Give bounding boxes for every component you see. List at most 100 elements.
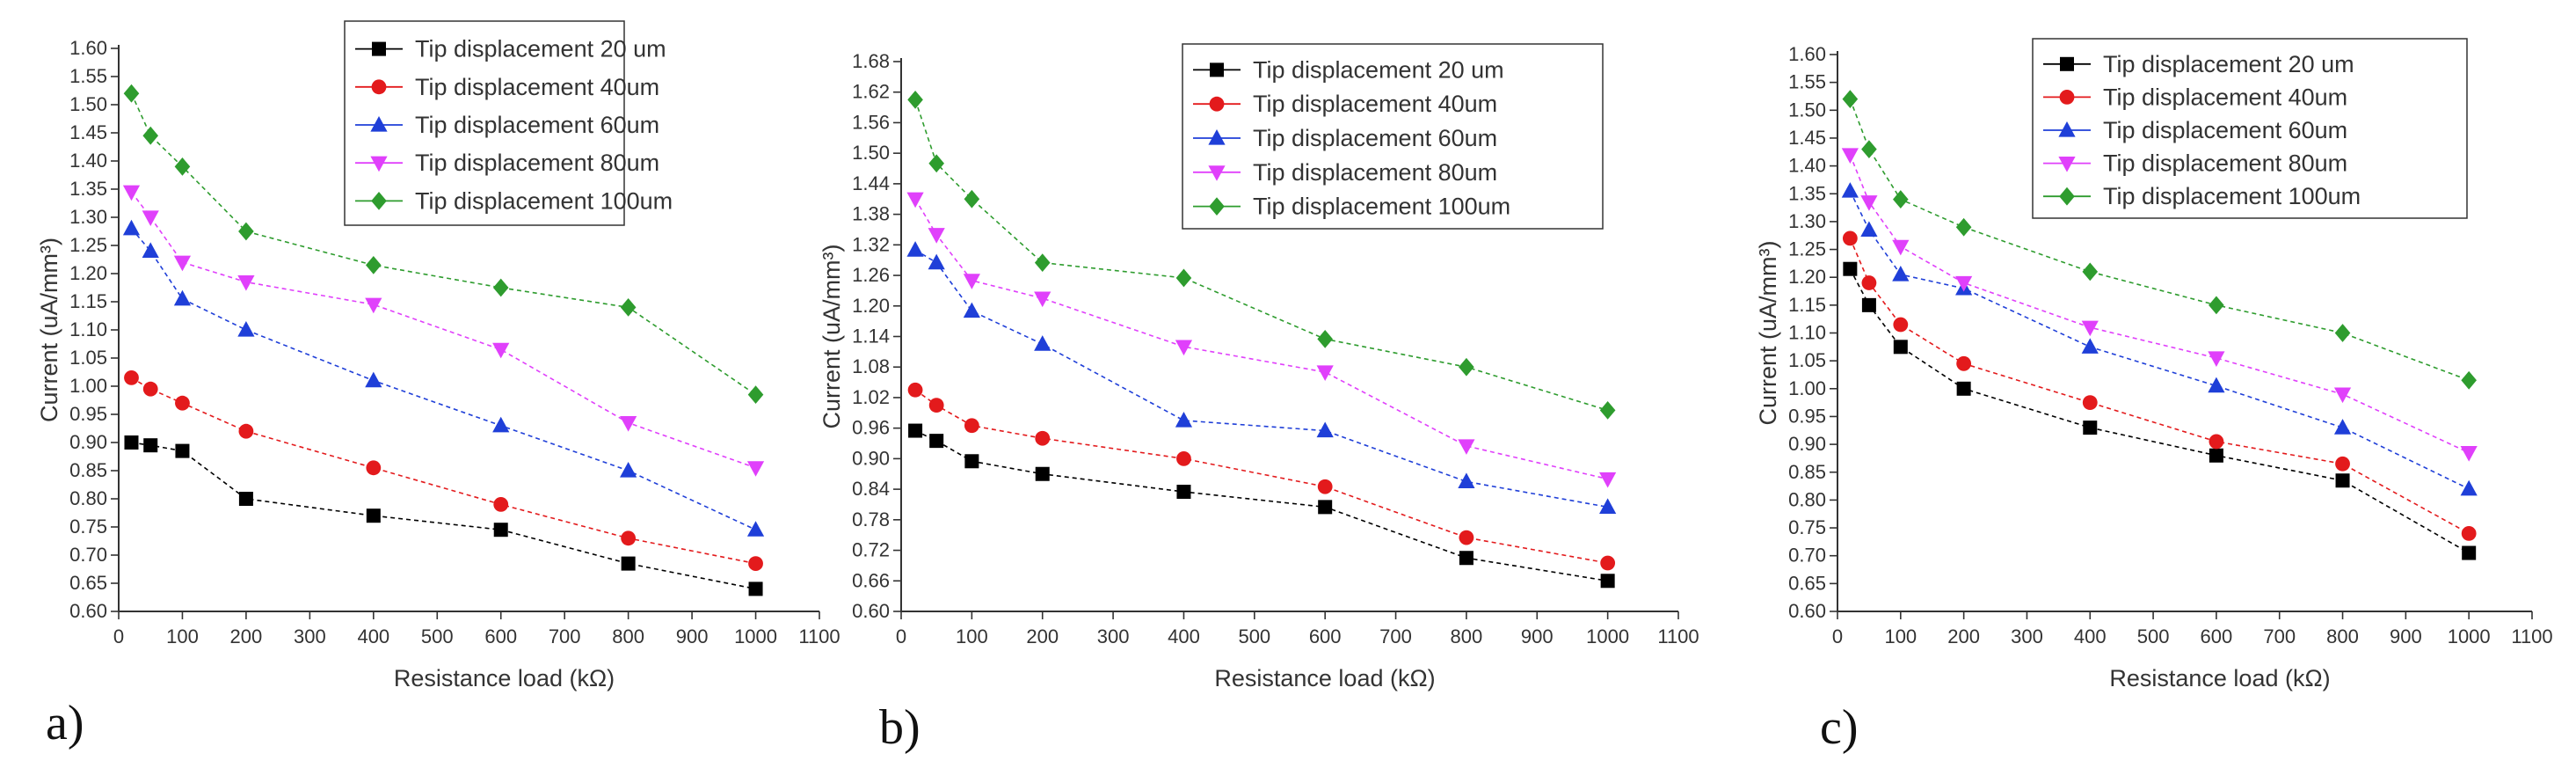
data-point <box>1955 275 1973 292</box>
x-tick-label: 100 <box>956 625 988 647</box>
x-tick-label: 800 <box>612 625 644 647</box>
data-point <box>2208 377 2225 393</box>
data-point <box>620 298 637 317</box>
x-tick-label: 900 <box>1521 625 1554 647</box>
x-tick-label: 300 <box>1097 625 1130 647</box>
y-tick-label: 1.08 <box>852 355 890 377</box>
x-tick-label: 1000 <box>2448 625 2491 647</box>
y-tick-label: 1.20 <box>852 295 890 317</box>
legend-swatch-marker <box>2058 121 2076 137</box>
data-point <box>1035 466 1050 481</box>
x-tick-label: 0 <box>1832 625 1843 647</box>
panel-label: a) <box>46 696 84 750</box>
data-point <box>964 189 980 208</box>
data-point <box>122 219 141 236</box>
data-point <box>748 556 763 571</box>
y-tick-label: 0.84 <box>852 478 890 500</box>
y-tick-label: 1.50 <box>1788 99 1826 121</box>
data-point <box>2333 387 2352 404</box>
legend-swatch-marker <box>2059 90 2075 105</box>
legend-label: Tip displacement 20 um <box>1253 56 1504 83</box>
y-tick-label: 1.45 <box>69 121 107 143</box>
data-point <box>2083 421 2098 435</box>
data-point <box>746 461 765 477</box>
x-tick-label: 600 <box>484 625 517 647</box>
panel-label: c) <box>1820 700 1859 755</box>
y-tick-label: 1.10 <box>1788 322 1826 344</box>
x-axis-title: Resistance load (kΩ) <box>2109 665 2330 691</box>
data-point <box>1599 498 1617 514</box>
y-tick-label: 1.45 <box>1788 127 1826 149</box>
data-point <box>2081 320 2099 337</box>
data-point <box>173 289 192 306</box>
y-tick-label: 1.25 <box>69 234 107 256</box>
legend-swatch-marker <box>1210 62 1224 77</box>
x-tick-label: 600 <box>2201 625 2233 647</box>
y-tick-label: 1.32 <box>852 233 890 255</box>
data-point <box>2461 370 2477 390</box>
data-point <box>1459 551 1474 566</box>
series-line <box>914 99 1608 412</box>
legend-label: Tip displacement 100um <box>415 187 673 214</box>
data-point <box>142 210 159 226</box>
data-point <box>365 371 382 388</box>
data-point <box>1956 355 1972 371</box>
legend-label: Tip displacement 100um <box>2103 183 2361 209</box>
data-point <box>620 462 637 478</box>
data-point <box>2334 324 2351 342</box>
series-line <box>130 228 756 530</box>
legend-label: Tip displacement 80um <box>2103 150 2347 177</box>
y-tick-label: 1.56 <box>852 111 890 133</box>
data-point <box>2335 456 2350 472</box>
y-tick-label: 0.65 <box>1788 572 1826 594</box>
legend-swatch-marker <box>2060 56 2074 71</box>
y-tick-label: 0.60 <box>852 600 890 622</box>
y-tick-label: 0.90 <box>1788 433 1826 455</box>
data-point <box>2461 525 2477 541</box>
data-point <box>1892 266 1910 282</box>
data-point <box>1861 275 1877 290</box>
y-tick-label: 1.25 <box>1788 238 1826 260</box>
y-tick-label: 1.20 <box>1788 266 1826 288</box>
series-line <box>1849 190 2470 490</box>
y-tick-label: 1.60 <box>69 37 107 59</box>
y-tick-label: 0.90 <box>852 447 890 469</box>
legend-swatch-marker <box>371 192 387 210</box>
x-tick-label: 500 <box>2137 625 2170 647</box>
data-point <box>928 398 944 413</box>
legend-label: Tip displacement 20 um <box>415 36 666 62</box>
data-point <box>366 460 382 476</box>
data-point <box>1458 472 1475 489</box>
data-point <box>238 492 253 506</box>
y-tick-label: 1.10 <box>69 318 107 340</box>
x-tick-label: 100 <box>166 625 199 647</box>
data-point <box>1956 381 1971 396</box>
legend-swatch-marker <box>1209 96 1225 112</box>
legend-label: Tip displacement 40um <box>2103 84 2347 110</box>
data-point <box>1459 357 1474 377</box>
y-tick-label: 1.00 <box>69 375 107 397</box>
x-tick-label: 400 <box>2074 625 2107 647</box>
y-tick-label: 1.40 <box>1788 155 1826 177</box>
legend-label: Tip displacement 100um <box>1253 194 1510 220</box>
data-point <box>1600 555 1616 571</box>
data-point <box>237 321 255 337</box>
data-point <box>493 523 508 538</box>
x-tick-label: 1100 <box>1657 625 1699 647</box>
x-tick-label: 300 <box>294 625 326 647</box>
data-point <box>1458 439 1475 455</box>
y-tick-label: 0.72 <box>852 539 890 561</box>
data-point <box>1175 411 1193 428</box>
x-tick-label: 100 <box>1884 625 1917 647</box>
data-point <box>620 416 637 432</box>
data-point <box>748 581 763 596</box>
legend-swatch-marker <box>370 116 388 132</box>
y-tick-label: 1.02 <box>852 386 890 408</box>
data-point <box>928 154 944 173</box>
y-tick-label: 1.20 <box>69 262 107 284</box>
data-point <box>174 157 191 176</box>
y-tick-label: 1.05 <box>69 347 107 369</box>
legend-label: Tip displacement 80um <box>1253 159 1497 186</box>
data-point <box>1175 268 1192 288</box>
